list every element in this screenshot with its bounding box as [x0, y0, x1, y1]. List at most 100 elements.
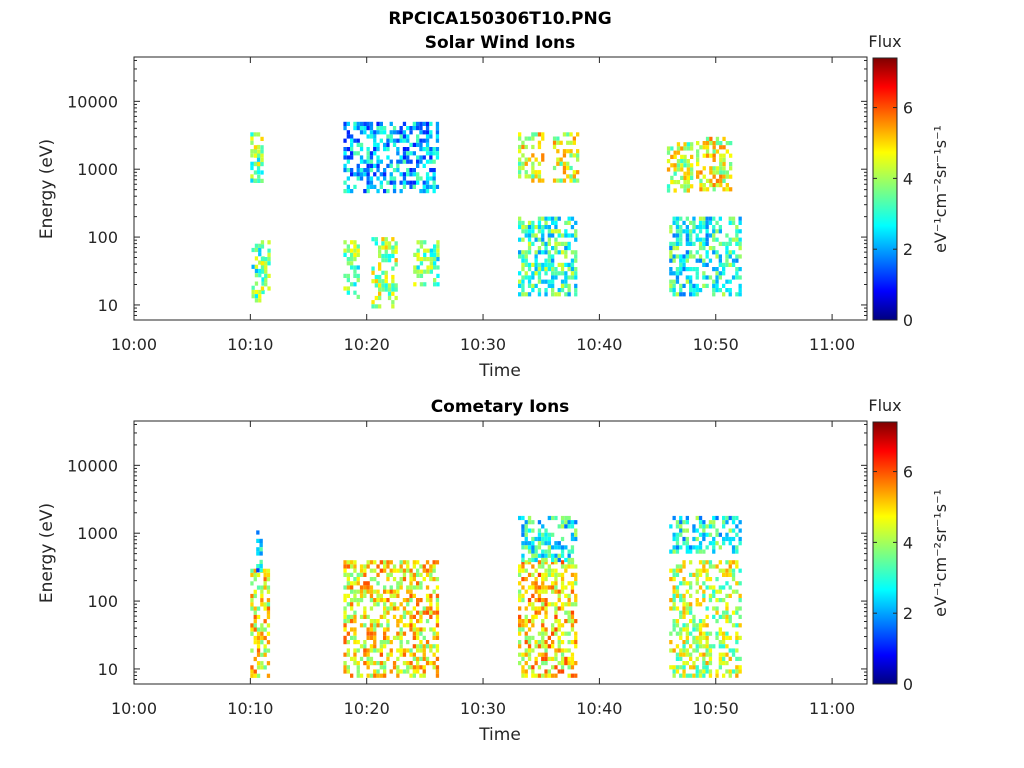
heatmap-cell: [731, 220, 736, 225]
heatmap-cell: [409, 184, 413, 189]
heatmap-cell: [521, 283, 525, 288]
heatmap-cell: [570, 262, 575, 267]
heatmap-cell: [389, 648, 393, 653]
heatmap-cell: [728, 673, 732, 678]
heatmap-cell: [557, 627, 561, 632]
heatmap-cell: [705, 585, 709, 590]
heatmap-cell: [429, 248, 433, 253]
heatmap-cell: [689, 292, 693, 297]
heatmap-cell: [570, 589, 575, 594]
heatmap-cell: [705, 141, 710, 146]
heatmap-cell: [258, 247, 262, 253]
heatmap-cell: [402, 138, 407, 143]
heatmap-cell: [679, 288, 683, 293]
heatmap-cell: [359, 159, 364, 164]
heatmap-cell: [557, 262, 561, 267]
heatmap-cell: [399, 155, 403, 160]
heatmap-cell: [413, 265, 417, 270]
heatmap-cell: [567, 673, 571, 678]
heatmap-cell: [406, 585, 410, 590]
heatmap-cell: [705, 669, 709, 674]
heatmap-cell: [258, 252, 262, 257]
heatmap-cell: [422, 189, 426, 194]
heatmap-cell: [705, 614, 709, 619]
heatmap-cell: [402, 577, 407, 582]
heatmap-cell: [705, 153, 710, 158]
heatmap-cell: [260, 261, 265, 266]
heatmap-cell: [682, 541, 686, 546]
heatmap-cell: [399, 126, 403, 131]
heatmap-cell: [429, 644, 433, 649]
heatmap-cell: [570, 233, 575, 238]
heatmap-cell: [346, 577, 350, 582]
heatmap-cell: [544, 673, 548, 678]
heatmap-cell: [695, 598, 699, 603]
heatmap-cell: [541, 560, 545, 565]
heatmap-cell: [429, 176, 433, 181]
heatmap-cell: [731, 275, 736, 280]
heatmap-cell: [373, 661, 377, 666]
heatmap-cell: [369, 560, 374, 565]
heatmap-cell: [518, 220, 522, 225]
heatmap-cell: [570, 250, 575, 255]
heatmap-cell: [698, 673, 703, 678]
heatmap-cell: [527, 241, 532, 246]
heatmap-cell: [738, 593, 742, 598]
heatmap-cell: [409, 661, 413, 666]
heatmap-cell: [379, 640, 383, 645]
heatmap-cell: [250, 602, 254, 607]
heatmap-cell: [728, 560, 732, 565]
heatmap-cell: [376, 159, 380, 164]
heatmap-cell: [712, 545, 716, 550]
heatmap-cell: [346, 290, 350, 295]
heatmap-cell: [363, 168, 367, 173]
heatmap-cell: [544, 541, 548, 546]
heatmap-cell: [551, 267, 555, 272]
heatmap-cell: [567, 233, 571, 238]
heatmap-cell: [735, 275, 739, 280]
heatmap-cell: [363, 610, 367, 615]
heatmap-cell: [698, 246, 703, 251]
heatmap-cell: [690, 154, 694, 159]
heatmap-cell: [722, 174, 726, 179]
heatmap-cell: [363, 581, 367, 586]
heatmap-cell: [406, 564, 410, 569]
heatmap-cell: [406, 610, 410, 615]
heatmap-cell: [406, 147, 410, 152]
heatmap-cell: [531, 283, 535, 288]
heatmap-cell: [266, 673, 271, 678]
heatmap-cell: [435, 619, 440, 624]
heatmap-cell: [560, 549, 565, 554]
heatmap-cell: [379, 130, 383, 135]
heatmap-cell: [432, 589, 436, 594]
heatmap-cell: [557, 545, 561, 550]
heatmap-cell: [259, 559, 263, 564]
heatmap-cell: [391, 245, 395, 250]
heatmap-cell: [679, 271, 683, 276]
heatmap-cell: [381, 253, 385, 259]
heatmap-cell: [524, 528, 528, 533]
heatmap-cell: [419, 656, 423, 661]
heatmap-cell: [574, 564, 578, 569]
heatmap-cell: [669, 568, 673, 573]
heatmap-cell: [738, 241, 742, 246]
heatmap-cell: [524, 577, 528, 582]
heatmap-cell: [570, 652, 575, 657]
x-tick-label: 10:20: [344, 335, 390, 354]
heatmap-cell: [391, 283, 395, 288]
heatmap-cell: [531, 288, 535, 293]
heatmap-cell: [381, 270, 385, 275]
heatmap-cell: [396, 585, 400, 590]
heatmap-cell: [731, 250, 736, 255]
heatmap-cell: [564, 254, 568, 259]
heatmap-cell: [718, 568, 722, 573]
heatmap-cell: [537, 144, 542, 150]
heatmap-cell: [564, 619, 568, 624]
heatmap-cell: [570, 585, 575, 590]
heatmap-cell: [373, 163, 377, 168]
heatmap-cell: [567, 560, 571, 565]
heatmap-cell: [399, 560, 403, 565]
colorbar-tick-label: 0: [903, 311, 913, 330]
heatmap-cell: [391, 249, 395, 254]
